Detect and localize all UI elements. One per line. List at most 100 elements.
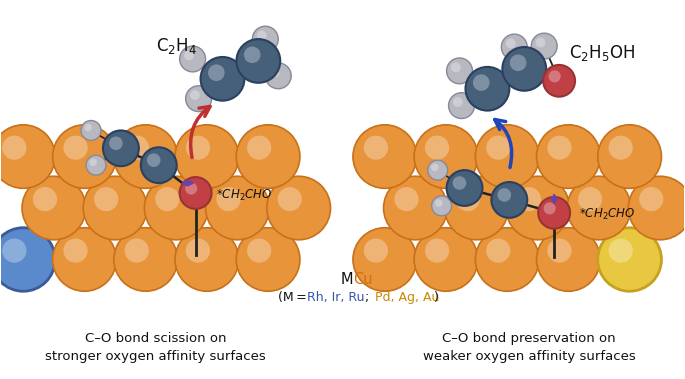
- Circle shape: [427, 160, 447, 180]
- Circle shape: [81, 121, 101, 140]
- Circle shape: [538, 197, 570, 229]
- Circle shape: [536, 38, 545, 47]
- Text: M: M: [340, 272, 353, 287]
- Circle shape: [206, 176, 269, 240]
- Circle shape: [277, 187, 302, 211]
- Circle shape: [33, 187, 57, 211]
- Circle shape: [186, 86, 212, 111]
- Circle shape: [475, 125, 539, 188]
- Text: $*$CH$_2$CHO: $*$CH$_2$CHO: [579, 207, 636, 222]
- Text: C$_2$H$_5$OH: C$_2$H$_5$OH: [569, 43, 635, 63]
- Text: weaker oxygen affinity surfaces: weaker oxygen affinity surfaces: [423, 350, 636, 363]
- Text: $*$CH$_2$CHO: $*$CH$_2$CHO: [216, 187, 272, 202]
- Circle shape: [425, 238, 449, 263]
- Circle shape: [86, 155, 106, 175]
- Circle shape: [473, 74, 490, 91]
- Text: Pd, Ag, Au: Pd, Ag, Au: [371, 291, 439, 304]
- Circle shape: [384, 176, 447, 240]
- Circle shape: [506, 176, 570, 240]
- Circle shape: [395, 187, 419, 211]
- Circle shape: [432, 196, 451, 216]
- Text: stronger oxygen affinity surfaces: stronger oxygen affinity surfaces: [45, 350, 266, 363]
- Circle shape: [497, 188, 511, 202]
- Circle shape: [247, 136, 271, 160]
- Circle shape: [257, 31, 266, 41]
- Circle shape: [83, 176, 147, 240]
- Text: C–O bond preservation on: C–O bond preservation on: [443, 332, 616, 345]
- Circle shape: [64, 136, 88, 160]
- Circle shape: [190, 90, 200, 100]
- Circle shape: [547, 238, 571, 263]
- Circle shape: [64, 238, 88, 263]
- Circle shape: [109, 136, 123, 150]
- Circle shape: [506, 39, 516, 49]
- Circle shape: [639, 187, 663, 211]
- Text: ): ): [434, 291, 439, 304]
- Circle shape: [186, 238, 210, 263]
- Circle shape: [536, 125, 600, 188]
- Circle shape: [547, 136, 571, 160]
- Text: (M =: (M =: [278, 291, 310, 304]
- Circle shape: [567, 176, 631, 240]
- Circle shape: [252, 26, 278, 52]
- Text: C$_2$H$_4$: C$_2$H$_4$: [155, 36, 197, 56]
- Circle shape: [543, 65, 575, 97]
- Circle shape: [125, 238, 149, 263]
- Circle shape: [247, 238, 271, 263]
- Circle shape: [445, 176, 508, 240]
- Circle shape: [453, 176, 466, 190]
- Circle shape: [270, 67, 279, 77]
- Circle shape: [414, 125, 478, 188]
- Circle shape: [114, 228, 177, 291]
- Circle shape: [84, 124, 92, 132]
- Circle shape: [486, 238, 510, 263]
- Circle shape: [175, 228, 239, 291]
- Circle shape: [431, 164, 438, 171]
- Circle shape: [608, 136, 633, 160]
- Circle shape: [147, 153, 160, 167]
- Circle shape: [578, 187, 602, 211]
- Circle shape: [0, 125, 55, 188]
- Circle shape: [502, 47, 546, 91]
- Circle shape: [208, 64, 225, 81]
- Circle shape: [2, 238, 27, 263]
- Circle shape: [453, 97, 463, 107]
- Circle shape: [0, 228, 55, 291]
- Circle shape: [103, 130, 139, 166]
- Circle shape: [608, 238, 633, 263]
- Circle shape: [184, 50, 194, 60]
- Text: Cu: Cu: [353, 272, 373, 287]
- Circle shape: [449, 93, 475, 119]
- Text: Rh, Ir, Ru: Rh, Ir, Ru: [307, 291, 364, 304]
- Text: ;: ;: [365, 291, 369, 304]
- Circle shape: [364, 136, 388, 160]
- Circle shape: [236, 228, 300, 291]
- Circle shape: [201, 57, 245, 101]
- Circle shape: [425, 136, 449, 160]
- Circle shape: [22, 176, 86, 240]
- Circle shape: [451, 63, 461, 72]
- Circle shape: [94, 187, 119, 211]
- Circle shape: [466, 67, 510, 111]
- Circle shape: [53, 125, 116, 188]
- Circle shape: [353, 125, 416, 188]
- Circle shape: [175, 125, 239, 188]
- Circle shape: [244, 47, 260, 63]
- Circle shape: [236, 125, 300, 188]
- Circle shape: [536, 228, 600, 291]
- Text: C–O bond scission on: C–O bond scission on: [85, 332, 227, 345]
- Circle shape: [456, 187, 480, 211]
- Circle shape: [447, 170, 482, 206]
- Circle shape: [475, 228, 539, 291]
- Circle shape: [125, 136, 149, 160]
- Circle shape: [155, 187, 179, 211]
- Circle shape: [491, 182, 527, 218]
- Circle shape: [145, 176, 208, 240]
- Circle shape: [501, 34, 527, 60]
- Circle shape: [141, 147, 177, 183]
- Circle shape: [186, 136, 210, 160]
- Circle shape: [435, 199, 443, 207]
- Circle shape: [353, 228, 416, 291]
- Circle shape: [266, 176, 331, 240]
- Circle shape: [179, 177, 212, 209]
